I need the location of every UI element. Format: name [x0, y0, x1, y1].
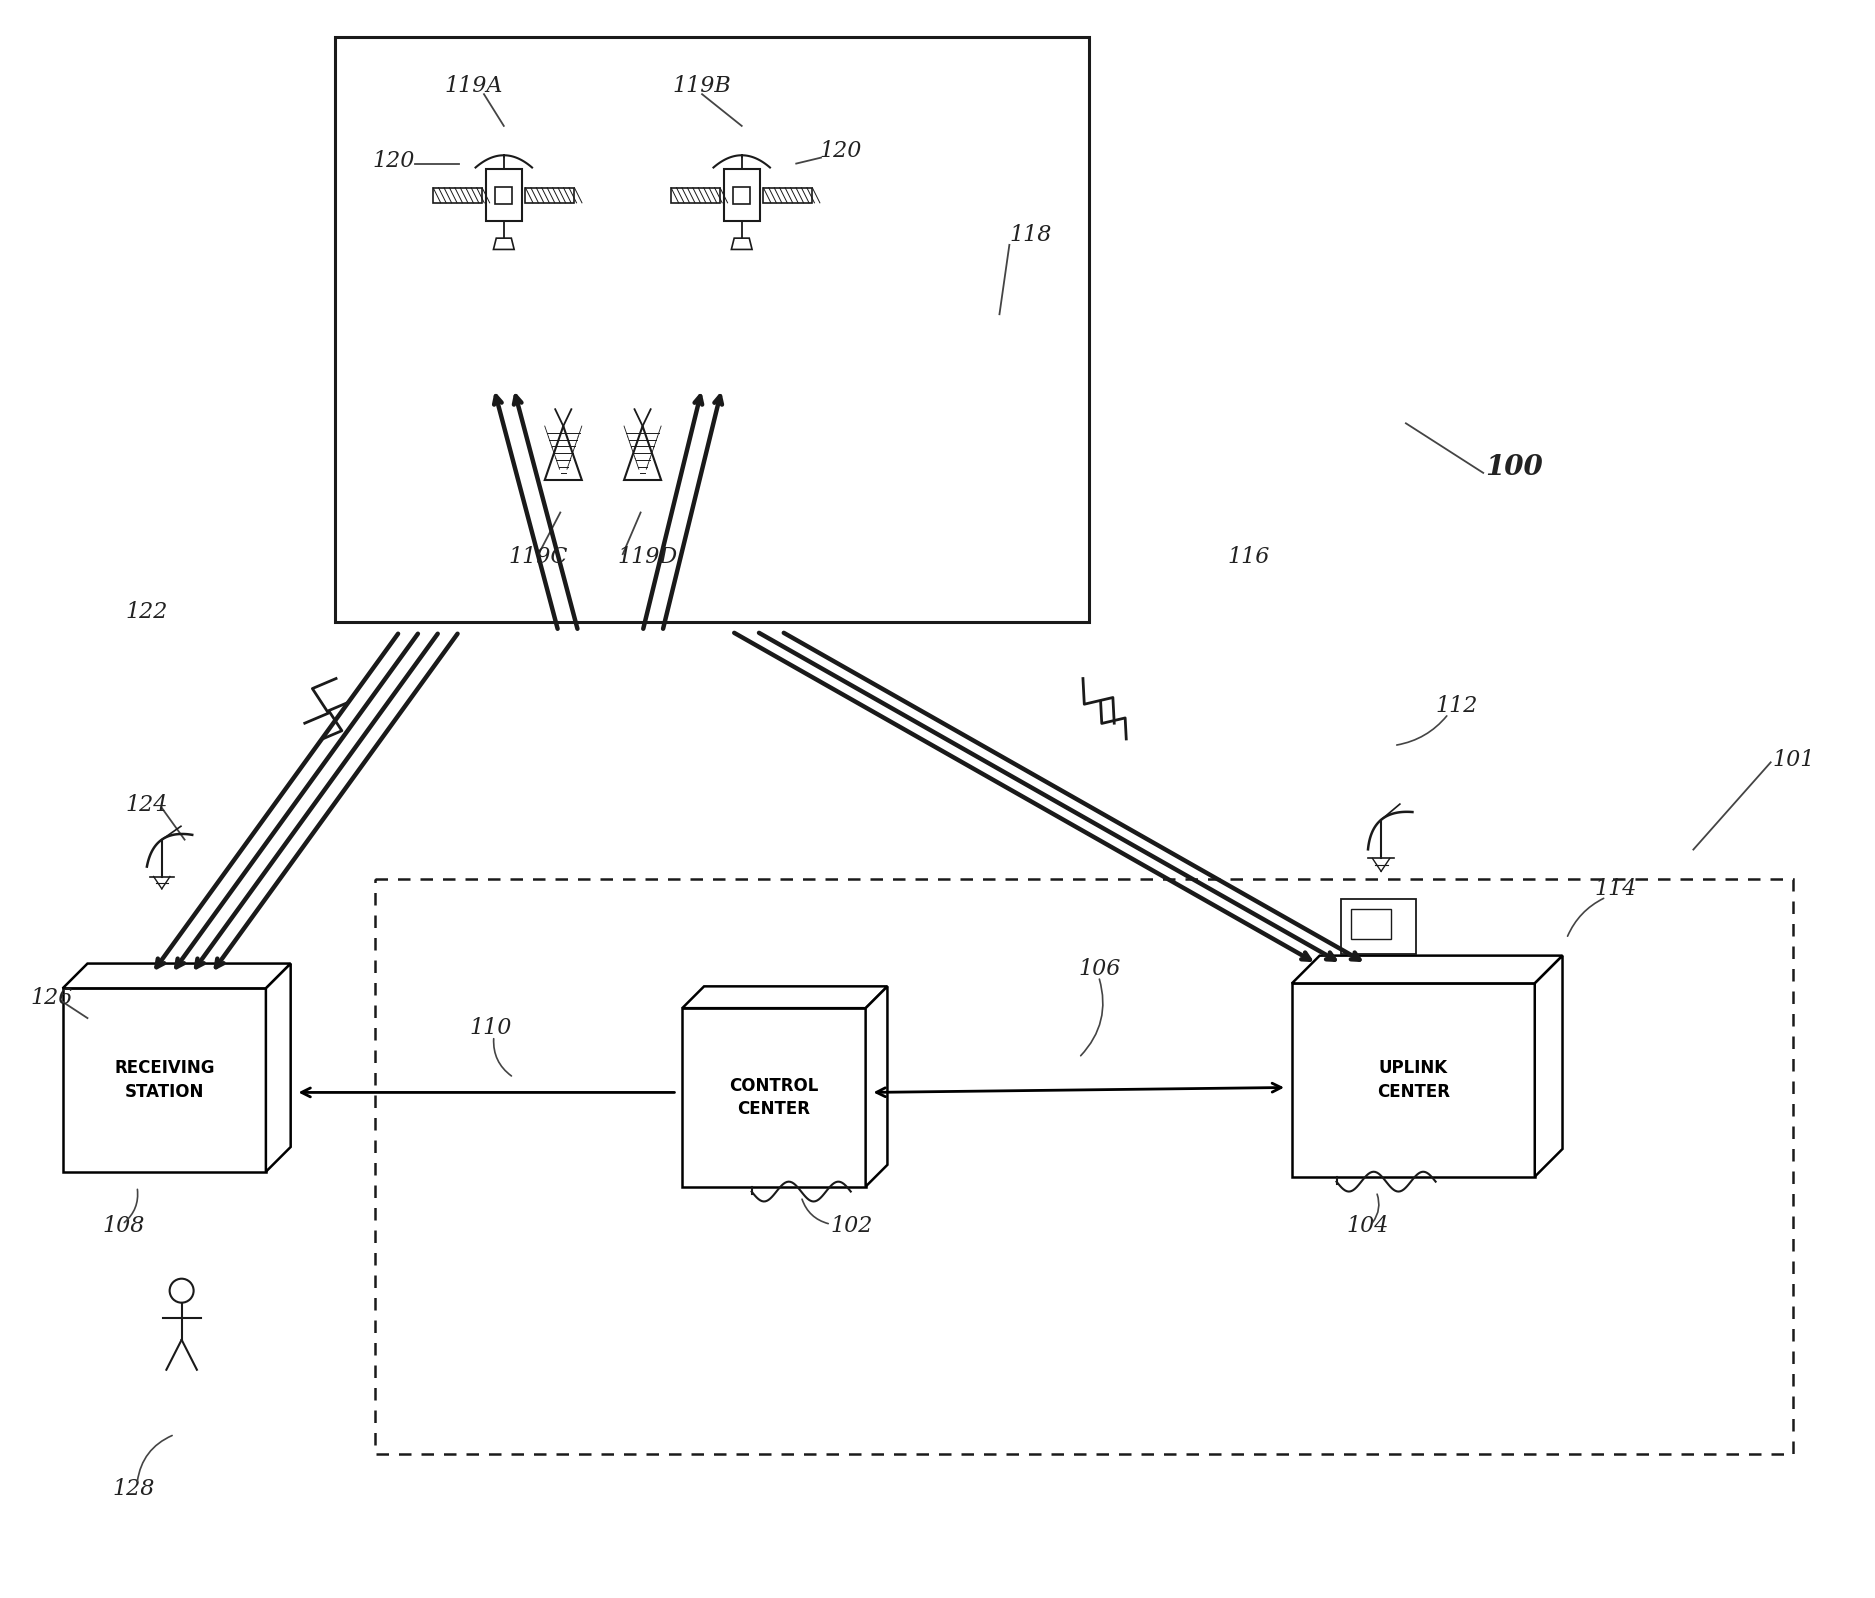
Polygon shape — [266, 964, 291, 1171]
Bar — [682, 1008, 866, 1187]
Text: 119D: 119D — [617, 547, 679, 569]
Bar — [375, 879, 1792, 1454]
Polygon shape — [546, 427, 581, 479]
Polygon shape — [493, 238, 514, 249]
Text: 112: 112 — [1436, 695, 1478, 718]
Polygon shape — [731, 238, 752, 249]
Bar — [433, 187, 482, 203]
Polygon shape — [866, 986, 887, 1187]
Text: 110: 110 — [469, 1016, 512, 1039]
Bar — [486, 169, 521, 221]
Text: 119B: 119B — [673, 75, 731, 97]
Text: UPLINK
CENTER: UPLINK CENTER — [1376, 1059, 1449, 1101]
Text: 104: 104 — [1346, 1214, 1389, 1237]
Bar — [1352, 909, 1391, 938]
Bar — [724, 169, 759, 221]
Text: 118: 118 — [1009, 224, 1052, 246]
Text: 122: 122 — [126, 601, 167, 623]
Bar — [733, 187, 750, 205]
Polygon shape — [1292, 956, 1562, 983]
Text: 120: 120 — [819, 139, 861, 161]
Text: RECEIVING
STATION: RECEIVING STATION — [114, 1059, 214, 1101]
Bar — [336, 37, 1089, 622]
Text: 100: 100 — [1485, 454, 1543, 481]
Text: 120: 120 — [373, 150, 416, 171]
Polygon shape — [624, 427, 662, 479]
Text: 106: 106 — [1078, 957, 1121, 980]
Bar — [763, 187, 812, 203]
Circle shape — [169, 1278, 193, 1302]
Bar — [671, 187, 720, 203]
Text: 119C: 119C — [508, 547, 568, 569]
Text: 114: 114 — [1594, 879, 1637, 900]
Bar — [525, 187, 574, 203]
Polygon shape — [62, 964, 291, 988]
Polygon shape — [682, 986, 887, 1008]
Text: CONTROL
CENTER: CONTROL CENTER — [729, 1077, 819, 1119]
Text: 126: 126 — [30, 988, 73, 1010]
Bar — [62, 988, 266, 1171]
Bar — [1292, 983, 1536, 1176]
Text: 119A: 119A — [444, 75, 503, 97]
Bar — [495, 187, 512, 205]
Text: 116: 116 — [1228, 547, 1269, 569]
Polygon shape — [1536, 956, 1562, 1176]
Text: 124: 124 — [126, 794, 167, 817]
Text: 108: 108 — [103, 1214, 144, 1237]
Text: 102: 102 — [831, 1214, 874, 1237]
Text: 101: 101 — [1772, 749, 1815, 772]
Text: 128: 128 — [112, 1478, 154, 1501]
Bar — [1341, 900, 1416, 954]
